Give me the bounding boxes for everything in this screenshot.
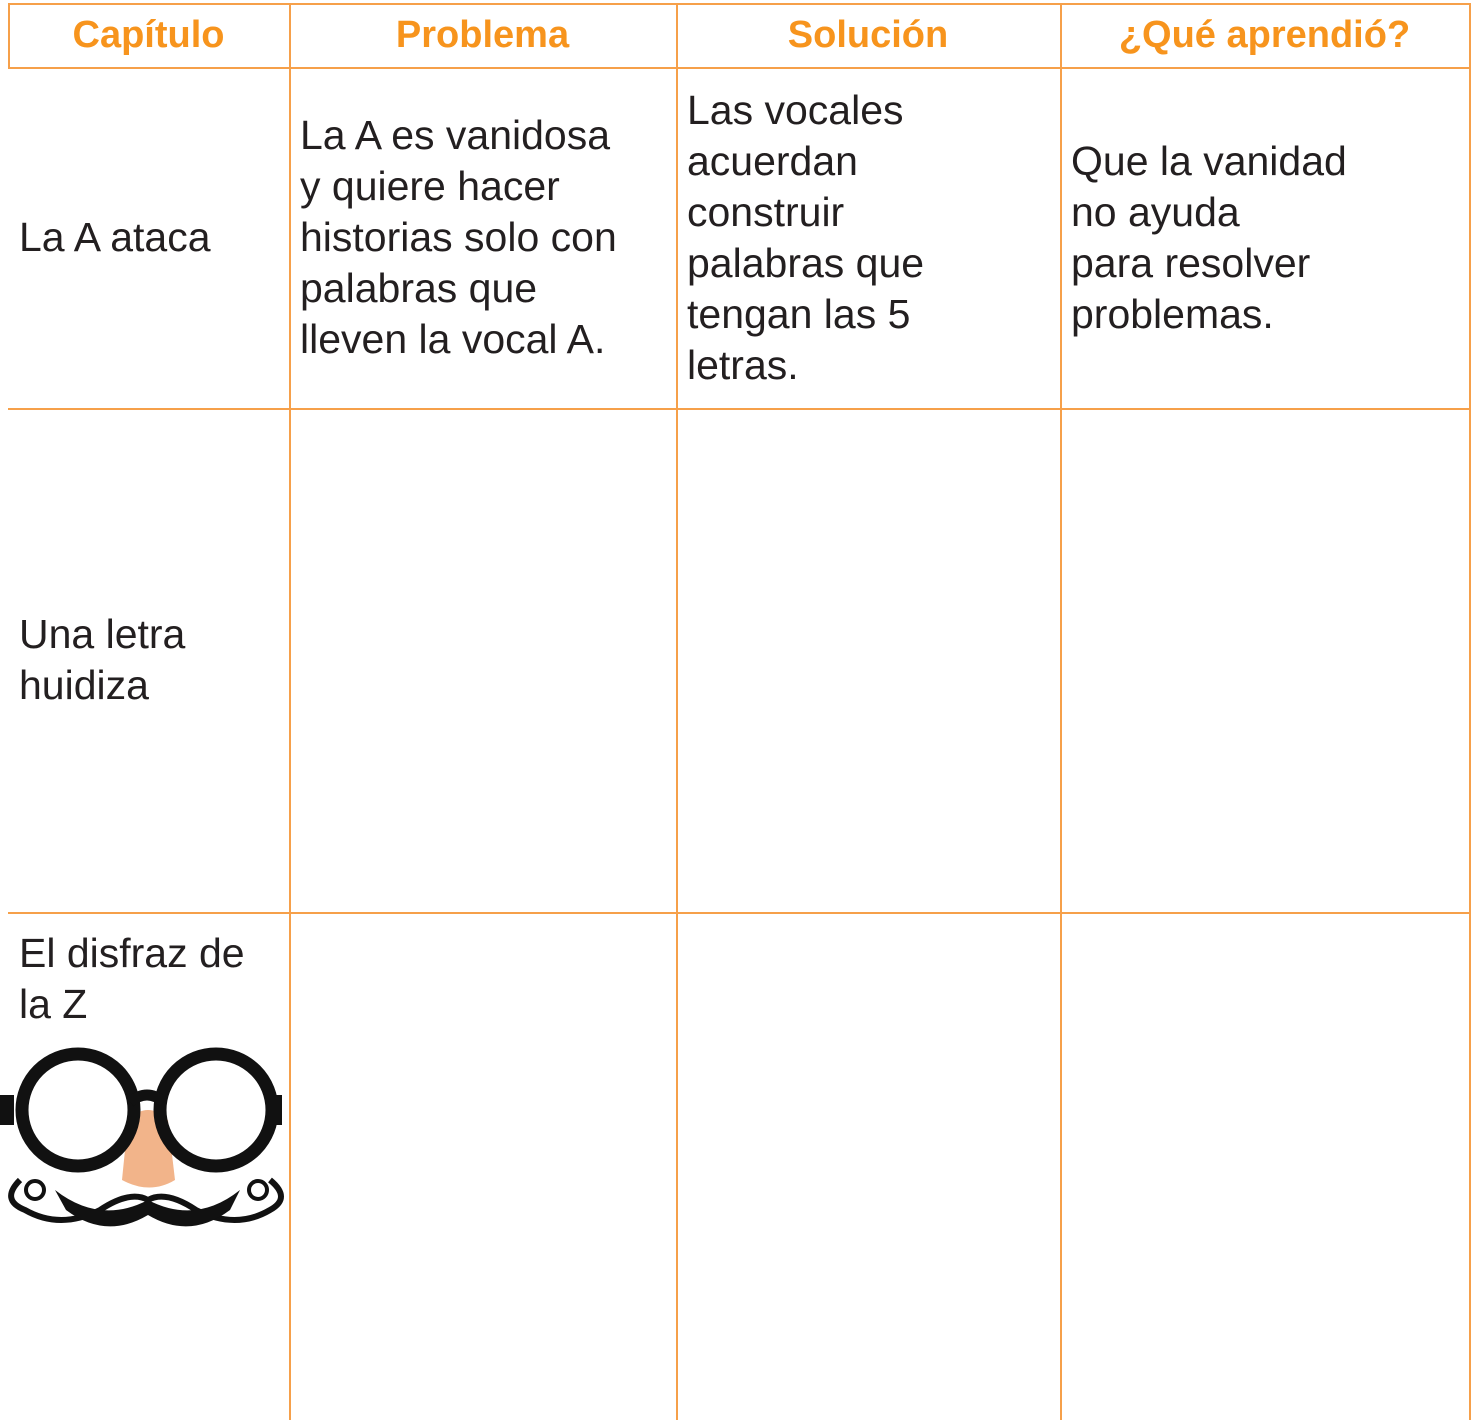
rule (8, 3, 10, 67)
cell-text: huidiza (19, 662, 149, 708)
rule (8, 3, 1470, 5)
cell-text: construir (687, 188, 845, 235)
rule (676, 3, 678, 1420)
cell-text: La A ataca (19, 214, 211, 260)
table-cell: La A es vanidosa y quiere hacer historias … (289, 67, 676, 408)
table-cell: Que la vanidad no ayuda para resolver probl… (1060, 67, 1469, 408)
cell-text: La A es vanidosa (300, 112, 611, 158)
cell-text: acuerdan (687, 137, 858, 184)
rule (8, 912, 1470, 914)
header-cell: Solución (787, 13, 949, 56)
cell-text: y quiere hacer (300, 163, 560, 209)
cell-text: El disfraz de (19, 930, 245, 976)
cell-text: para resolver (1071, 239, 1311, 286)
table-cell: El disfraz de la Z (8, 912, 289, 1420)
cell-text: palabras que (300, 265, 538, 311)
table-cell: Las vocales acuerdan construir palabras que… (676, 67, 1060, 408)
header-cell: Capítulo (72, 13, 225, 56)
cell-text: letras. (687, 341, 799, 388)
cell-text: lleven la vocal A. (300, 316, 606, 362)
rule (8, 67, 1470, 69)
cell-text: no ayuda (1071, 188, 1240, 235)
cell-text: Que la vanidad (1071, 137, 1347, 184)
rule (8, 408, 1470, 410)
rule (289, 3, 291, 1420)
cell-text: tengan las 5 (687, 290, 911, 337)
header-cell: ¿Qué aprendió? (1118, 13, 1411, 56)
cell-text: Una letra (19, 611, 186, 657)
cell-text: Las vocales (687, 86, 904, 133)
rule (1060, 3, 1062, 1420)
rule (1469, 3, 1471, 1420)
cell-text: palabras que (687, 239, 925, 286)
header-cell: Problema (395, 13, 570, 56)
table-cell: Una letra huidiza (8, 408, 289, 912)
cell-text: problemas. (1071, 290, 1274, 337)
cell-text: historias solo con (300, 214, 617, 260)
table-cell: La A ataca (8, 67, 289, 408)
cell-text: la Z (19, 981, 88, 1027)
glasses-illustration (0, 1047, 284, 1227)
